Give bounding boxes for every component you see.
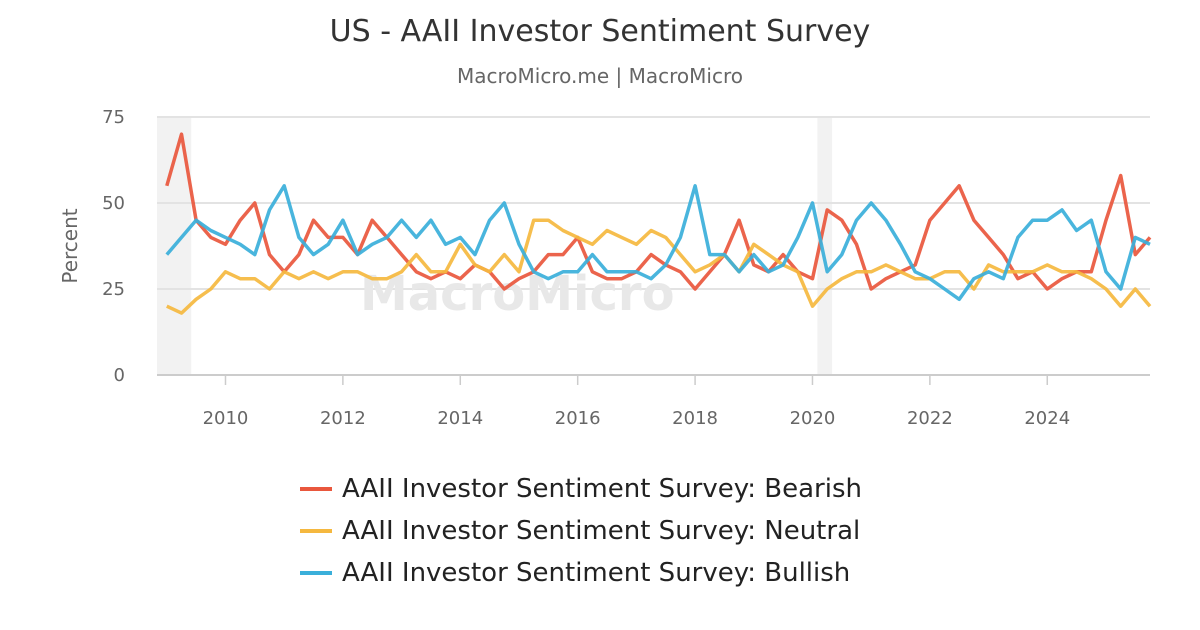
- y-tick-label: 0: [114, 365, 125, 386]
- x-tick-label: 2012: [320, 408, 366, 429]
- legend-label: AAII Investor Sentiment Survey: Bullish: [342, 558, 851, 588]
- x-tick-label: 2016: [555, 408, 601, 429]
- y-tick-label: 25: [102, 279, 125, 300]
- legend-label: AAII Investor Sentiment Survey: Neutral: [342, 516, 861, 546]
- y-tick-label: 75: [102, 107, 125, 128]
- legend: AAII Investor Sentiment Survey: Bearish A…: [300, 468, 862, 594]
- chart-title: US - AAII Investor Sentiment Survey: [329, 14, 871, 49]
- legend-item[interactable]: AAII Investor Sentiment Survey: Bearish: [300, 468, 862, 510]
- legend-swatch: [300, 487, 332, 491]
- x-tick-label: 2014: [437, 408, 483, 429]
- legend-item[interactable]: AAII Investor Sentiment Survey: Neutral: [300, 510, 862, 552]
- x-tick-label: 2024: [1024, 408, 1070, 429]
- legend-swatch: [300, 571, 332, 575]
- x-tick-label: 2022: [907, 408, 953, 429]
- watermark: MacroMicro: [360, 266, 675, 322]
- recession-shade: [817, 117, 833, 375]
- legend-item[interactable]: AAII Investor Sentiment Survey: Bullish: [300, 552, 862, 594]
- legend-swatch: [300, 529, 332, 533]
- y-axis-label: Percent: [58, 208, 82, 283]
- y-tick-label: 50: [102, 193, 125, 214]
- chart-subtitle: MacroMicro.me | MacroMicro: [457, 64, 743, 88]
- series-line-bullish: [165, 184, 1151, 302]
- x-tick-label: 2018: [672, 408, 718, 429]
- x-tick-label: 2010: [203, 408, 249, 429]
- legend-label: AAII Investor Sentiment Survey: Bearish: [342, 474, 862, 504]
- x-tick-label: 2020: [790, 408, 836, 429]
- series-line-neutral: [166, 218, 1152, 315]
